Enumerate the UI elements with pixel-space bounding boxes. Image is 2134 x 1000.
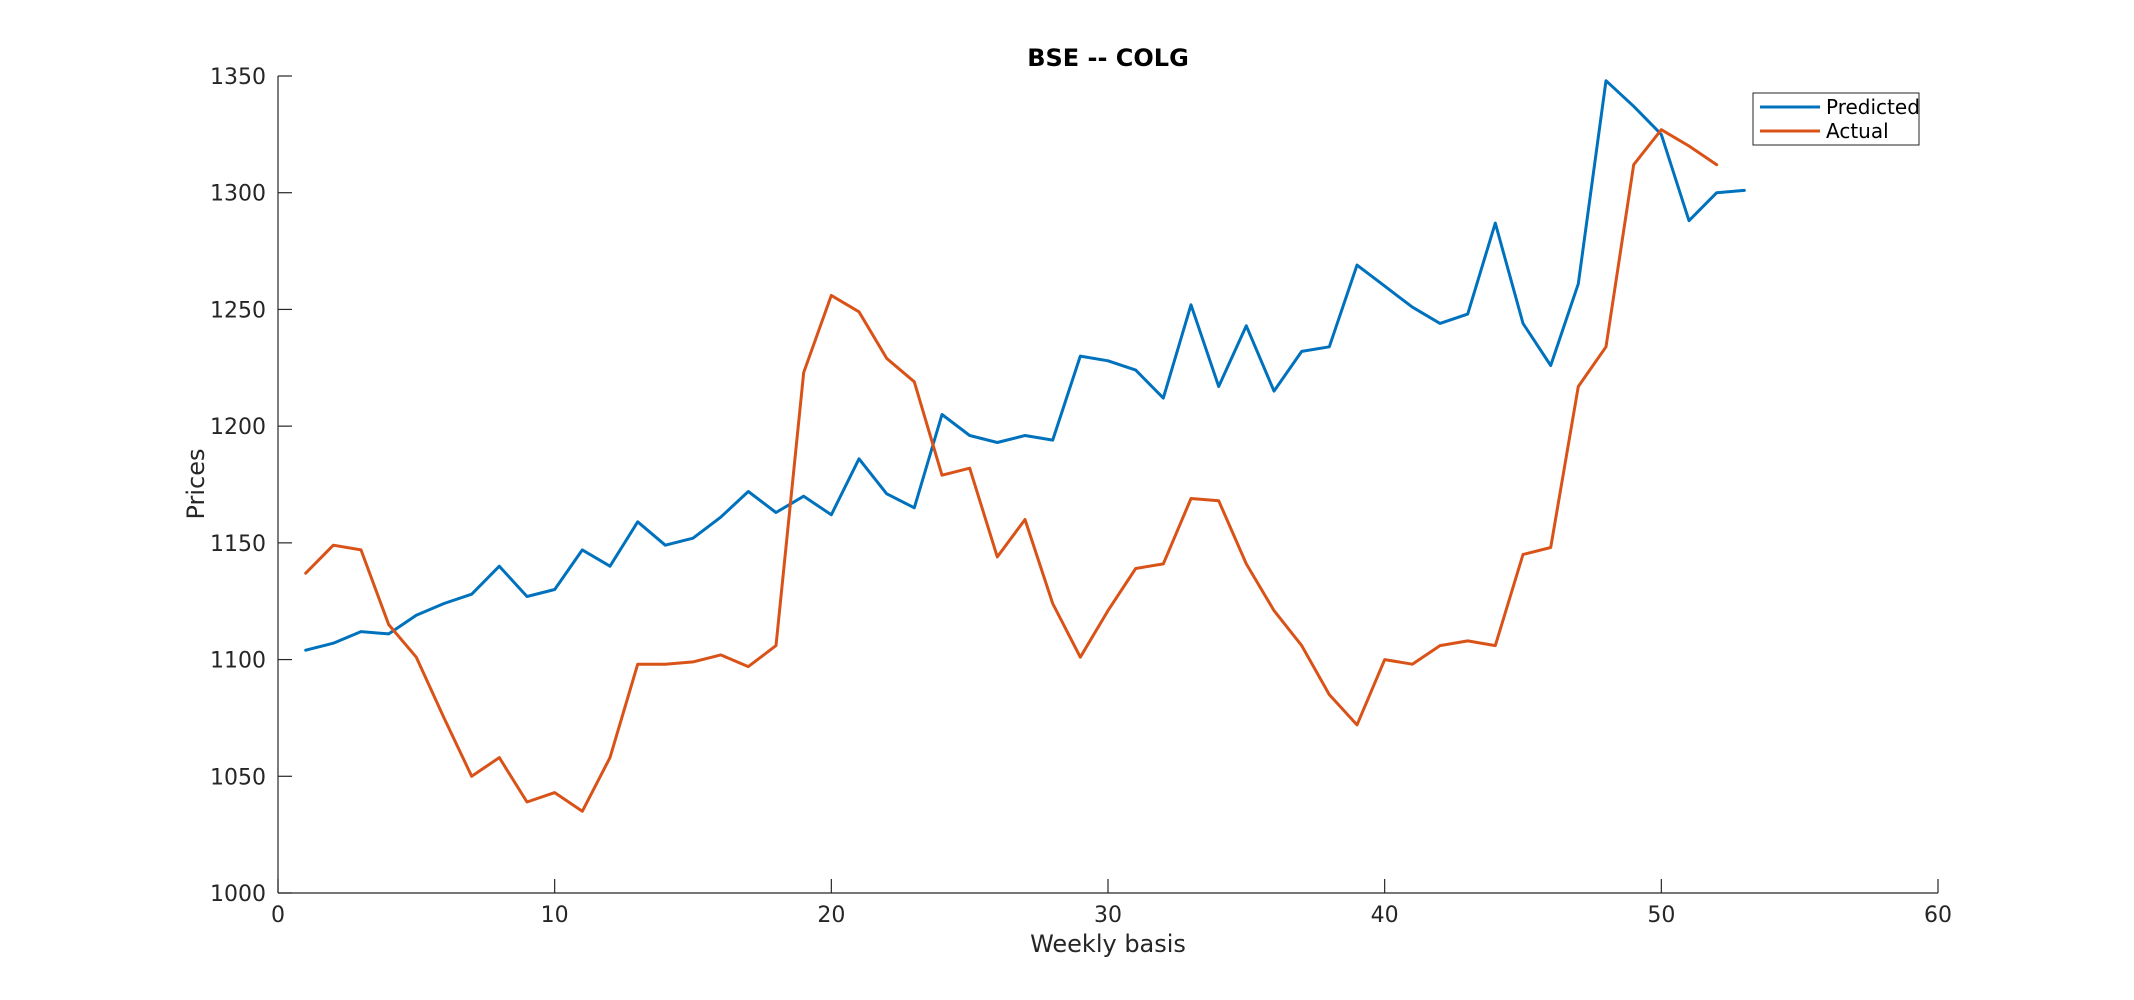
- y-tick-label: 1250: [210, 298, 266, 323]
- x-tick-label: 10: [541, 903, 569, 928]
- x-tick-label: 30: [1094, 903, 1122, 928]
- x-axis-label: Weekly basis: [1030, 930, 1186, 958]
- x-tick-label: 40: [1371, 903, 1399, 928]
- y-tick-label: 1300: [210, 182, 266, 207]
- y-tick-label: 1200: [210, 415, 266, 440]
- legend: Predicted Actual: [1752, 92, 1920, 146]
- series-line-actual: [304, 128, 1719, 813]
- x-tick-label: 60: [1924, 903, 1952, 928]
- legend-label-actual: Actual: [1826, 119, 1889, 143]
- legend-label-predicted: Predicted: [1826, 95, 1920, 119]
- y-tick-label: 1150: [210, 532, 266, 557]
- x-ticks: 0 10 20 30 40 50 60: [271, 879, 1952, 928]
- y-tick-label: 1050: [210, 765, 266, 790]
- y-tick-label: 1100: [210, 649, 266, 674]
- y-tick-label: 1350: [210, 65, 266, 90]
- y-tick-label: 1000: [210, 882, 266, 907]
- chart-title: BSE -- COLG: [1027, 44, 1189, 72]
- y-ticks: 1000 1050 1100 1150 1200 1250 1300 1350: [210, 65, 292, 907]
- x-tick-label: 50: [1647, 903, 1675, 928]
- y-axis-label: Prices: [182, 448, 210, 519]
- x-tick-label: 0: [271, 903, 285, 928]
- series-line-predicted: [304, 79, 1746, 652]
- x-tick-label: 20: [817, 903, 845, 928]
- legend-box: [1752, 92, 1920, 146]
- series-layer: [304, 79, 1746, 813]
